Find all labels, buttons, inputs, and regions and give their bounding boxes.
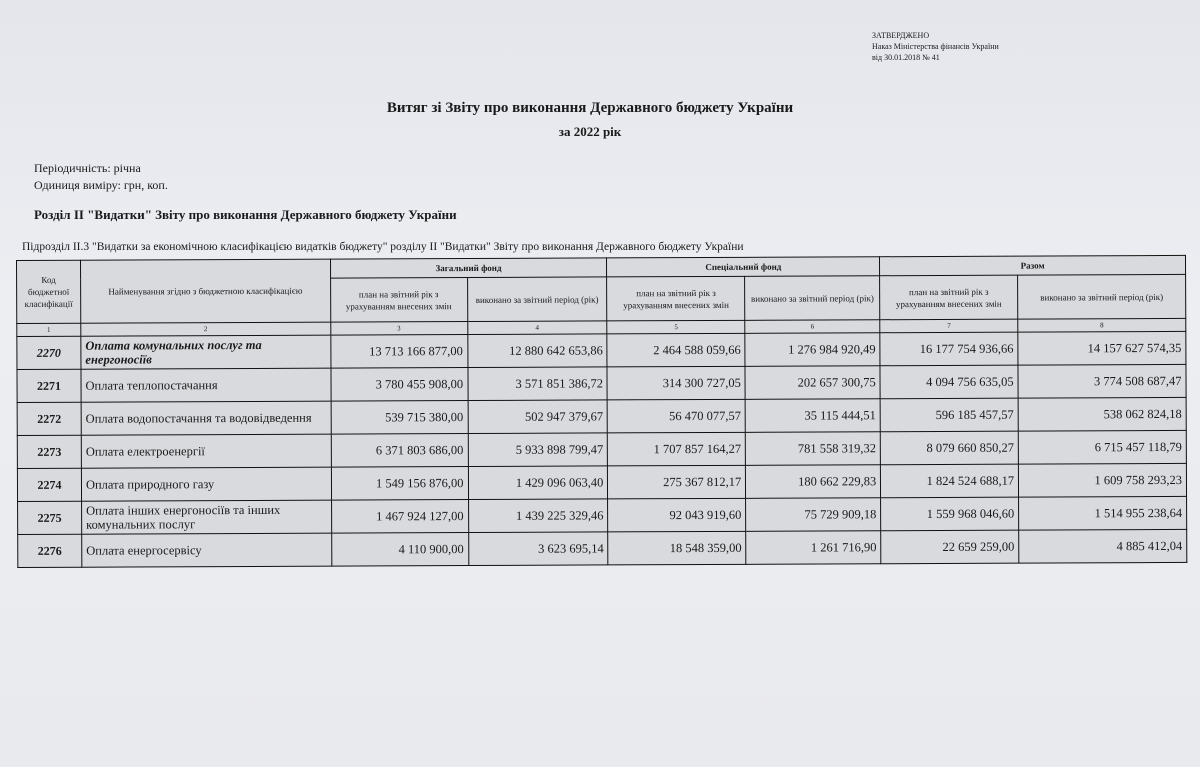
cell-amount: 1 549 156 876,00 [331, 466, 469, 501]
cell-amount: 6 715 457 118,79 [1018, 430, 1187, 465]
cell-name: Оплата комунальних послуг та енергоносії… [80, 335, 331, 370]
cell-code: 2272 [17, 402, 82, 436]
cell-name: Оплата водопостачання та водовідведення [81, 401, 331, 436]
header-plan: план на звітний рік з урахуванням внесен… [879, 275, 1018, 320]
cell-amount: 1 429 096 063,40 [467, 465, 608, 500]
header-plan: план на звітний рік з урахуванням внесен… [606, 276, 746, 321]
table-row: 2270 Оплата комунальних послуг та енергон… [16, 331, 1186, 370]
col-number: 8 [1017, 318, 1186, 333]
cell-amount: 1 467 924 127,00 [331, 499, 469, 534]
cell-amount: 4 885 412,04 [1018, 529, 1187, 564]
document-subtitle: за 2022 рік [558, 124, 622, 139]
col-number: 3 [330, 321, 468, 336]
cell-amount: 18 548 359,00 [608, 531, 747, 565]
periodicity: Періодичність: річна [34, 161, 141, 175]
cell-amount: 1 707 857 164,27 [607, 432, 746, 466]
cell-amount: 1 824 524 688,17 [880, 464, 1019, 498]
header-special-fund: Спеціальний фонд [606, 256, 880, 277]
cell-amount: 502 947 379,67 [467, 399, 608, 434]
document-title: Витяг зі Звіту про виконання Державного … [386, 100, 794, 116]
cell-amount: 596 185 457,57 [880, 398, 1019, 432]
col-number: 6 [745, 319, 881, 334]
approval-line: Наказ Міністерства фінансів України [872, 42, 999, 51]
cell-amount: 4 110 900,00 [331, 532, 469, 567]
header-plan: план на звітний рік з урахуванням внесен… [330, 277, 468, 323]
table-row: 2274 Оплата природного газу 1 549 156 876,… [17, 463, 1187, 502]
header-done: виконано за звітний період (рік) [467, 276, 608, 322]
col-number: 1 [16, 323, 81, 337]
cell-code: 2274 [17, 468, 82, 502]
table-row: 2271 Оплата теплопостачання 3 780 455 908,… [16, 364, 1187, 403]
cell-name: Оплата інших енергоносіїв та інших комун… [81, 500, 332, 535]
unit: Одиниця виміру: грн, коп. [34, 178, 168, 192]
col-number: 2 [80, 322, 331, 337]
cell-amount: 56 470 077,57 [607, 399, 746, 433]
cell-code: 2276 [17, 534, 82, 568]
cell-amount: 13 713 166 877,00 [330, 334, 468, 369]
header-done: виконано за звітний період (рік) [1017, 274, 1186, 320]
cell-amount: 3 780 455 908,00 [330, 367, 468, 402]
cell-amount: 6 371 803 686,00 [330, 433, 468, 468]
col-number: 4 [467, 320, 608, 335]
table-row: 2272 Оплата водопостачання та водовідведе… [17, 397, 1187, 436]
cell-amount: 12 880 642 653,86 [467, 333, 608, 368]
cell-amount: 75 729 909,18 [745, 497, 881, 532]
cell-amount: 1 559 968 046,60 [880, 497, 1019, 531]
cell-code: 2271 [16, 369, 82, 403]
section-heading: Розділ ІІ "Видатки" Звіту про виконання … [34, 207, 457, 222]
cell-amount: 202 657 300,75 [745, 365, 881, 400]
cell-name: Оплата природного газу [81, 467, 332, 502]
cell-name: Оплата енергосервісу [81, 533, 332, 568]
cell-name: Оплата електроенергії [81, 434, 332, 469]
approval-line: від 30.01.2018 № 41 [872, 53, 940, 62]
cell-amount: 3 623 695,14 [468, 531, 609, 566]
cell-amount: 22 659 259,00 [880, 530, 1019, 564]
table-row: 2273 Оплата електроенергії 6 371 803 686,0… [17, 430, 1187, 469]
approval-line: ЗАТВЕРДЖЕНО [872, 31, 930, 40]
cell-amount: 14 157 627 574,35 [1017, 331, 1186, 366]
cell-amount: 1 609 758 293,23 [1018, 463, 1187, 498]
table-row: 2275 Оплата інших енергоносіїв та інших к… [17, 496, 1187, 535]
cell-amount: 1 261 716,90 [745, 530, 882, 565]
cell-amount: 92 043 919,60 [607, 498, 746, 532]
cell-amount: 8 079 660 850,27 [880, 431, 1019, 465]
header-code: Код бюджетної класифікації [16, 260, 81, 324]
cell-code: 2275 [17, 501, 82, 535]
cell-code: 2270 [16, 336, 81, 370]
header-done: виконано за звітний період (рік) [744, 275, 880, 321]
col-number: 5 [607, 320, 746, 334]
cell-amount: 16 177 754 936,66 [880, 332, 1019, 366]
cell-amount: 275 367 812,17 [607, 465, 746, 499]
cell-name: Оплата теплопостачання [80, 368, 331, 403]
cell-amount: 1 439 225 329,46 [468, 498, 609, 533]
cell-amount: 5 933 898 799,47 [467, 432, 608, 467]
header-name: Найменування згідно з бюджетною класифік… [80, 259, 331, 324]
cell-amount: 3 571 851 386,72 [467, 366, 608, 401]
cell-amount: 539 715 380,00 [330, 400, 468, 435]
header-general-fund: Загальний фонд [330, 257, 607, 279]
cell-amount: 1 514 955 238,64 [1018, 496, 1187, 531]
cell-amount: 538 062 824,18 [1018, 397, 1187, 432]
cell-code: 2273 [17, 435, 82, 469]
table-row: 2276 Оплата енергосервісу 4 110 900,00 3 62… [17, 529, 1187, 568]
approval-stamp: ЗАТВЕРДЖЕНО Наказ Міністерства фінансів … [872, 30, 999, 63]
cell-amount: 781 558 319,32 [745, 431, 881, 466]
subsection-heading: Підрозділ ІІ.3 "Видатки за економічною к… [22, 241, 744, 253]
col-number: 7 [879, 319, 1018, 333]
cell-amount: 3 774 508 687,47 [1018, 364, 1187, 399]
cell-amount: 314 300 727,05 [607, 366, 746, 400]
cell-amount: 35 115 444,51 [745, 398, 881, 433]
report-meta: Періодичність: річна Одиниця виміру: грн… [34, 160, 168, 194]
cell-amount: 1 276 984 920,49 [745, 332, 881, 367]
cell-amount: 2 464 588 059,66 [607, 333, 746, 367]
cell-amount: 4 094 756 635,05 [880, 365, 1019, 399]
expenditure-table: Код бюджетної класифікації Найменування … [16, 255, 1187, 568]
cell-amount: 180 662 229,83 [745, 464, 881, 499]
header-total: Разом [879, 255, 1186, 276]
